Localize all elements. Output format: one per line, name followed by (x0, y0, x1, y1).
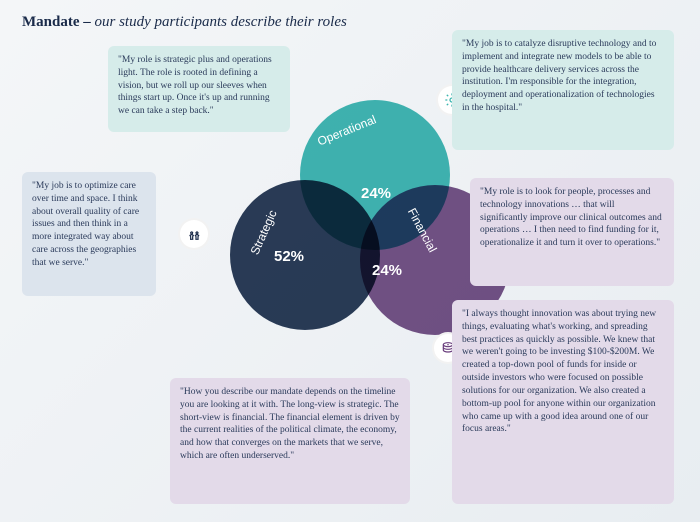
venn-pct-operational: 24% (351, 185, 401, 202)
title-bold: Mandate – (22, 14, 91, 30)
quote-operational-right: "My job is to catalyze disruptive techno… (452, 30, 674, 150)
chess-icon (178, 218, 210, 250)
quote-financial-right-1: "My role is to look for people, processe… (470, 178, 674, 286)
venn-diagram: 24% 52% 24% Operational Strategic Financ… (210, 100, 490, 360)
quote-financial-right-2: "I always thought innovation was about t… (452, 300, 674, 504)
page-title: Mandate – our study participants describ… (22, 14, 347, 31)
quote-strategic: "My job is to optimize care over time an… (22, 172, 156, 296)
title-italic: our study participants describe their ro… (91, 14, 347, 30)
venn-pct-strategic: 52% (264, 248, 314, 265)
quote-financial-bottom: "How you describe our mandate depends on… (170, 378, 410, 504)
quote-operational-left: "My role is strategic plus and operation… (108, 46, 290, 132)
venn-pct-financial: 24% (362, 262, 412, 279)
